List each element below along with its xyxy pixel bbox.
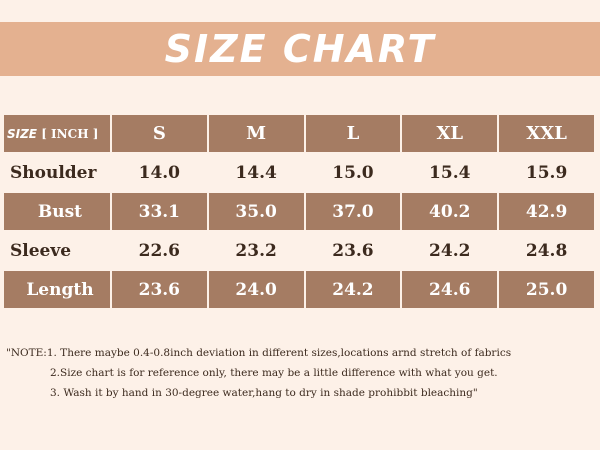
corner-size-label: SIZE [7, 126, 38, 141]
table-cell: 25.0 [499, 271, 594, 308]
size-header: M [208, 115, 304, 152]
table-cell: 24.6 [402, 271, 498, 308]
table-cell: 24.8 [525, 240, 568, 261]
size-chart-table: SIZE [ INCH ] S M L XL XXL Shoulder 14.0… [2, 113, 596, 310]
table-cell: 35.0 [208, 193, 304, 230]
table-cell: 24.2 [305, 271, 401, 308]
table-row: Length 23.6 24.0 24.2 24.6 25.0 [4, 271, 594, 308]
size-header: XL [402, 115, 498, 152]
corner-header: SIZE [ INCH ] [4, 115, 110, 152]
row-label: Length [4, 271, 110, 308]
table-row: Shoulder 14.0 14.4 15.0 15.4 15.9 [4, 154, 594, 191]
table-cell: 15.4 [429, 162, 471, 183]
table-cell: 42.9 [499, 193, 594, 230]
table-row: Bust 33.1 35.0 37.0 40.2 42.9 [4, 193, 594, 230]
row-label: Shoulder [10, 162, 97, 183]
table-cell: 15.9 [525, 162, 568, 183]
table-cell: 15.0 [332, 162, 374, 183]
table-cell: 23.6 [332, 240, 374, 261]
table-cell: 14.4 [235, 162, 277, 183]
table-cell: 37.0 [305, 193, 401, 230]
table-cell: 22.6 [138, 240, 181, 261]
notes-section: "NOTE:1. There maybe 0.4-0.8inch deviati… [0, 343, 600, 403]
table-cell: 40.2 [402, 193, 498, 230]
note-line: 2.Size chart is for reference only, ther… [50, 367, 498, 379]
size-header: S [111, 115, 207, 152]
row-label: Bust [4, 193, 110, 230]
header-row: SIZE [ INCH ] S M L XL XXL [4, 115, 594, 152]
row-label: Sleeve [10, 240, 72, 261]
page-title: SIZE CHART [164, 27, 436, 71]
table-cell: 33.1 [111, 193, 207, 230]
size-header: XXL [499, 115, 594, 152]
table-cell: 23.6 [111, 271, 207, 308]
title-banner: SIZE CHART [0, 22, 600, 76]
table-cell: 14.0 [138, 162, 181, 183]
size-header: L [305, 115, 401, 152]
table-cell: 23.2 [235, 240, 277, 261]
note-line: 3. Wash it by hand in 30-degree water,ha… [50, 387, 478, 399]
corner-unit-label: [ INCH ] [41, 126, 99, 141]
table-cell: 24.0 [208, 271, 304, 308]
table-cell: 24.2 [429, 240, 471, 261]
table-row: Sleeve 22.6 23.2 23.6 24.2 24.8 [4, 232, 594, 269]
note-line: "NOTE:1. There maybe 0.4-0.8inch deviati… [6, 347, 512, 359]
